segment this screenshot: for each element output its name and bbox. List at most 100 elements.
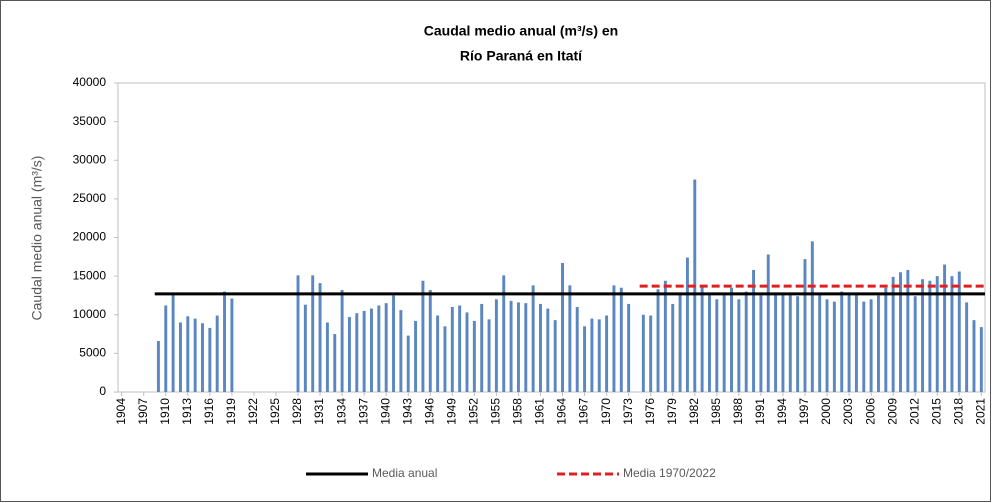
x-tick-label: 2006: [863, 398, 877, 425]
x-tick-label: 1904: [114, 398, 128, 425]
x-tick-label: 1967: [577, 398, 591, 425]
bar: [810, 241, 814, 392]
bar: [450, 307, 454, 392]
x-tick-label: 1934: [334, 398, 348, 425]
x-tick-label: 1913: [180, 398, 194, 425]
bar: [840, 291, 844, 392]
x-tick-label: 1943: [400, 398, 414, 425]
y-tick-label: 20000: [73, 230, 107, 244]
bar: [347, 317, 351, 392]
bar: [561, 262, 564, 392]
bar: [568, 285, 572, 392]
bar: [186, 316, 190, 392]
x-tick-label: 1973: [621, 398, 635, 425]
legend-label: Media 1970/2022: [623, 466, 716, 480]
bar: [766, 254, 770, 392]
bar: [399, 310, 403, 392]
bar: [921, 279, 925, 392]
bar: [641, 314, 645, 392]
x-tick-label: 1982: [687, 398, 701, 425]
x-tick-label: 1988: [731, 398, 745, 425]
bar: [370, 308, 373, 392]
bar: [663, 280, 667, 392]
bar: [164, 305, 168, 392]
bar: [744, 291, 748, 392]
bar: [950, 276, 954, 392]
legend-label: Media anual: [372, 466, 437, 480]
chart-title: Caudal medio anual (m³/s) en: [424, 23, 618, 39]
bar: [803, 259, 807, 392]
bar: [377, 305, 381, 392]
bar: [774, 293, 778, 392]
bar: [906, 269, 910, 392]
y-tick-label: 5000: [79, 346, 106, 360]
x-tick-label: 1919: [224, 398, 238, 425]
chart-title: Río Paraná en Itatí: [460, 48, 583, 64]
bar: [972, 320, 976, 392]
bar: [230, 298, 234, 392]
bar: [421, 280, 425, 392]
bar: [590, 318, 594, 392]
bar: [575, 307, 579, 392]
bar: [928, 280, 932, 392]
bar: [472, 320, 476, 392]
bar: [943, 264, 947, 392]
bar: [583, 326, 587, 392]
x-tick-label: 1922: [246, 398, 260, 425]
bar: [539, 303, 542, 392]
x-tick-label: 1958: [511, 398, 525, 425]
bar: [781, 294, 785, 392]
bar: [428, 290, 432, 392]
y-tick-label: 10000: [73, 307, 107, 321]
bar: [935, 276, 939, 392]
x-tick-label: 1937: [356, 398, 370, 425]
bar: [296, 275, 300, 392]
x-tick-label: 2009: [885, 398, 899, 425]
x-tick-label: 2015: [929, 398, 943, 425]
bar: [649, 315, 653, 392]
bar: [722, 293, 726, 392]
bar: [443, 326, 447, 392]
bar: [752, 269, 756, 392]
bar: [685, 257, 689, 392]
y-tick-label: 30000: [73, 152, 107, 166]
bar: [619, 287, 623, 392]
bar: [818, 293, 822, 392]
bar: [979, 327, 983, 392]
bar: [869, 299, 873, 392]
bar: [406, 335, 410, 392]
bar: [597, 319, 601, 392]
bar: [311, 275, 315, 392]
bar: [502, 275, 506, 392]
x-tick-label: 1916: [202, 398, 216, 425]
bar: [708, 293, 711, 392]
bar: [524, 303, 528, 392]
y-tick-label: 40000: [73, 75, 107, 89]
bar: [392, 295, 395, 392]
bar: [671, 303, 675, 392]
bar: [516, 302, 520, 392]
bar: [384, 303, 388, 392]
bar: [223, 291, 227, 392]
bar: [546, 308, 550, 392]
x-tick-label: 1991: [753, 398, 767, 425]
bar: [737, 299, 741, 392]
bar: [509, 300, 513, 392]
y-tick-label: 35000: [73, 114, 107, 128]
bar: [436, 315, 440, 392]
x-tick-label: 1949: [444, 398, 458, 425]
bar: [303, 304, 307, 392]
x-tick-label: 1979: [665, 398, 679, 425]
x-tick-label: 1961: [533, 398, 547, 425]
bar: [847, 294, 851, 392]
y-tick-label: 0: [99, 384, 106, 398]
bar: [487, 319, 491, 392]
bar: [553, 320, 557, 392]
bar: [318, 283, 322, 392]
x-tick-label: 1952: [467, 398, 481, 425]
y-tick-label: 15000: [73, 268, 107, 282]
bar: [178, 322, 182, 392]
x-tick-label: 1940: [378, 398, 392, 425]
bar: [730, 287, 733, 392]
